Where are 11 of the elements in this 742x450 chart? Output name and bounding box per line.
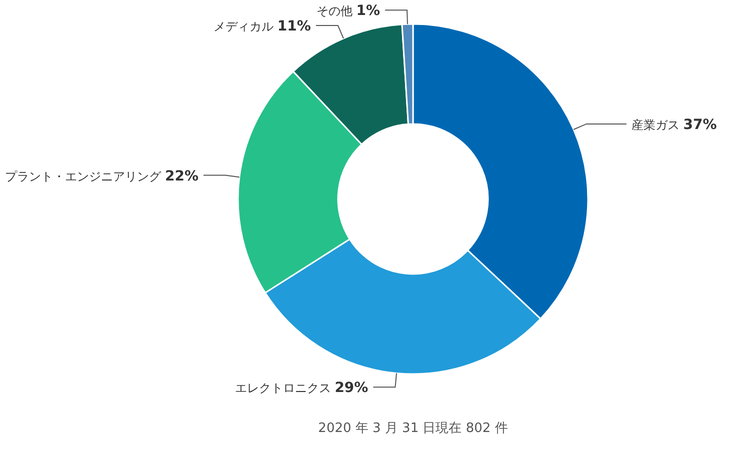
slice-label: プラント・エンジニアリング <box>5 169 165 184</box>
slice-label: 産業ガス <box>631 118 684 132</box>
data-label: 29% <box>334 380 368 396</box>
slice-label: メディカル <box>214 20 278 34</box>
data-label: 22% <box>164 168 198 184</box>
text: 2020 年 3 月 31 日現在 802 件 <box>318 421 508 436</box>
slice-label: エレクトロニクス <box>234 381 335 396</box>
data-label: 37% <box>683 116 717 133</box>
data-label: 11% <box>277 18 311 35</box>
slice-label: その他 <box>316 4 356 18</box>
data-label: 1% <box>356 3 380 20</box>
